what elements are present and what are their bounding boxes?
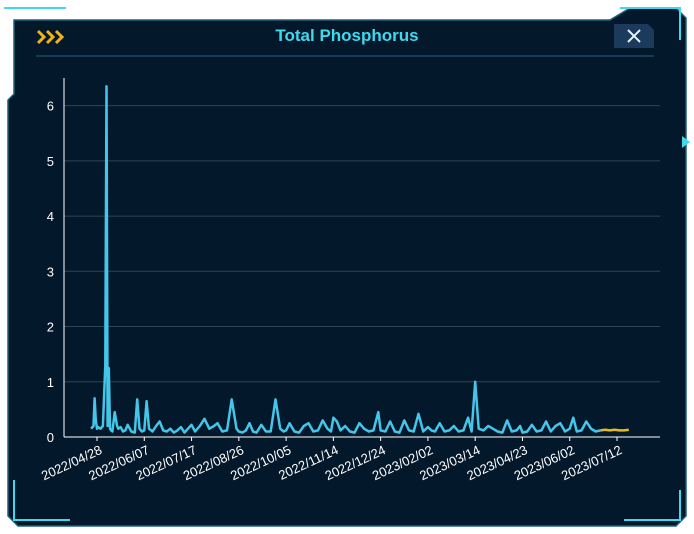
y-tick-label: 0 (47, 430, 54, 445)
y-tick-label: 5 (47, 154, 54, 169)
y-tick-label: 4 (47, 209, 54, 224)
y-tick-label: 1 (47, 375, 54, 390)
y-tick-label: 3 (47, 264, 54, 279)
triple-chevron-right-icon (36, 29, 65, 45)
close-button[interactable] (614, 24, 654, 48)
y-tick-label: 6 (47, 99, 54, 114)
series-line-2 (600, 428, 629, 432)
y-tick-label: 2 (47, 320, 54, 335)
close-icon (614, 24, 654, 48)
panel-title: Total Phosphorus (275, 26, 419, 45)
series-line-1 (90, 85, 601, 434)
